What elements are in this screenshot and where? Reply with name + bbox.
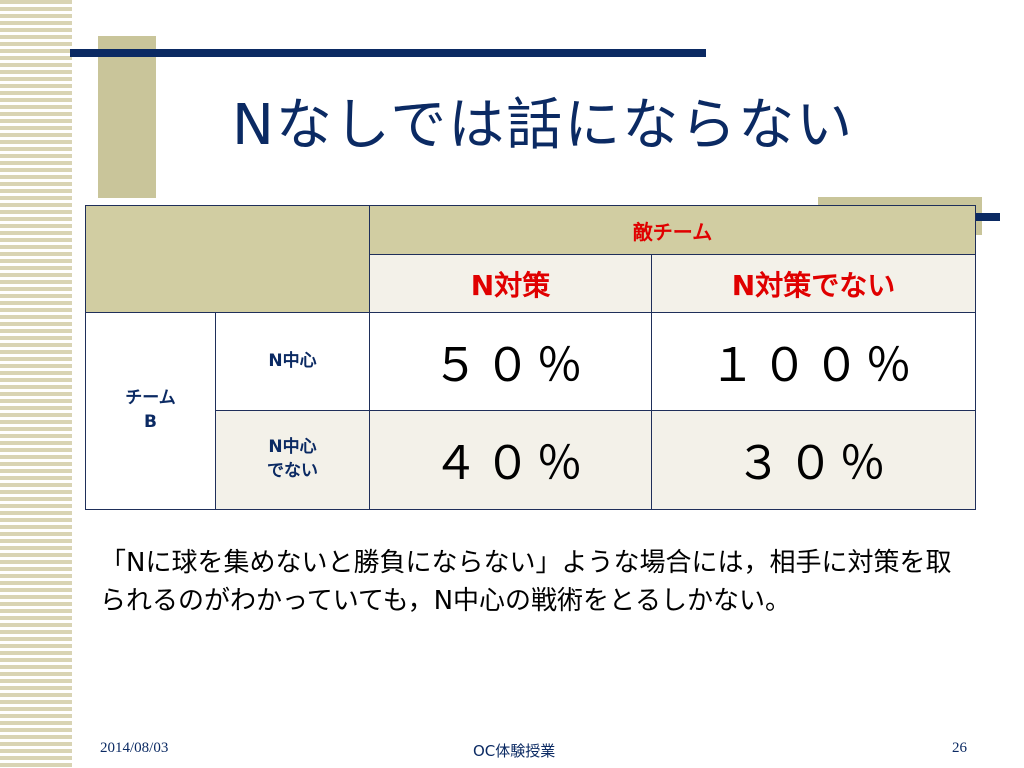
col-header-n-not-countered: N対策でない bbox=[651, 254, 976, 313]
row-header-line1: N中心 bbox=[268, 437, 317, 458]
row-header-n-center: N中心 bbox=[215, 312, 370, 411]
value-cell: １００％ bbox=[651, 312, 976, 411]
value-cell: ４０％ bbox=[369, 410, 652, 510]
team-b-label-line2: B bbox=[144, 412, 157, 432]
value-cell: ３０％ bbox=[651, 410, 976, 510]
footer-page-number: 26 bbox=[952, 740, 967, 756]
left-stripe-decoration bbox=[0, 0, 72, 768]
slide-title: Nなしでは話にならない bbox=[232, 93, 855, 158]
explanation-text: 「Nに球を集めないと勝負にならない」ような場合には，相手に対策を取られるのがわか… bbox=[100, 548, 952, 616]
enemy-team-header: 敵チーム bbox=[369, 205, 976, 255]
col-header-n-countered: N対策 bbox=[369, 254, 652, 313]
right-rule-decoration bbox=[976, 213, 1000, 221]
value-cell: ５０％ bbox=[369, 312, 652, 411]
team-b-label: チーム B bbox=[85, 312, 216, 510]
footer-course-name: OC体験授業 bbox=[473, 742, 556, 760]
result-table: 敵チーム N対策 N対策でない チーム B N中心 ５０％ １００％ N中心 で… bbox=[85, 205, 976, 510]
table-header-row-2: N対策 N対策でない bbox=[86, 254, 976, 313]
olive-accent-block bbox=[98, 36, 156, 198]
table-row: N中心 でない ４０％ ３０％ bbox=[86, 410, 976, 510]
row-header-line2: でない bbox=[267, 461, 318, 481]
row-header-n-not-center: N中心 でない bbox=[215, 410, 370, 510]
table-row: チーム B N中心 ５０％ １００％ bbox=[85, 312, 976, 510]
table-header-row-1: 敵チーム bbox=[85, 205, 976, 313]
row-header-line1: N中心 bbox=[268, 350, 317, 371]
footer-date: 2014/08/03 bbox=[100, 740, 169, 756]
top-rule-decoration bbox=[70, 49, 706, 57]
team-b-label-line1: チーム bbox=[125, 388, 176, 409]
table-corner-cell bbox=[85, 205, 370, 313]
